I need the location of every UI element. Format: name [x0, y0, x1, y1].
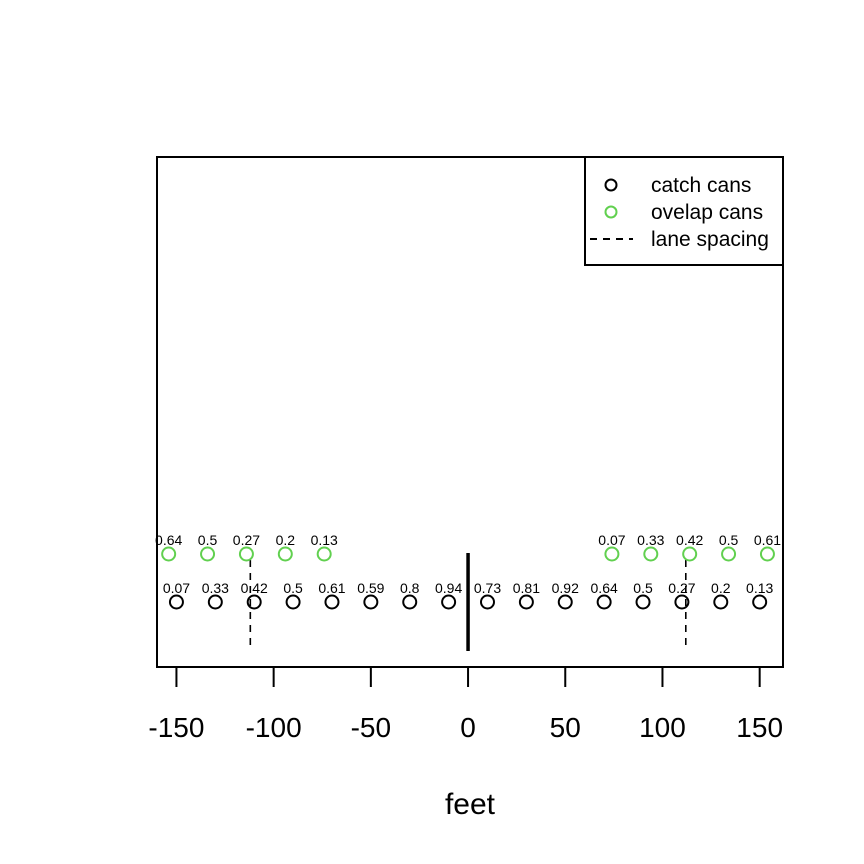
x-axis: -150 -100 -50 0 50 100 150: [148, 666, 783, 743]
data-label: 0.61: [754, 532, 781, 548]
data-label: 0.27: [233, 532, 260, 548]
data-point: [557, 594, 573, 610]
data-label: 0.73: [474, 580, 501, 596]
data-point: [200, 546, 216, 562]
x-tick-label: 100: [639, 712, 686, 743]
data-point: [161, 546, 177, 562]
data-label: 0.07: [598, 532, 625, 548]
data-point: [518, 594, 534, 610]
data-point: [441, 594, 457, 610]
data-label: 0.92: [552, 580, 579, 596]
legend: catch cans ovelap cans lane spacing: [584, 156, 784, 266]
data-label: 0.5: [633, 580, 653, 596]
x-tick-label: -150: [148, 712, 204, 743]
legend-label: ovelap cans: [651, 201, 763, 224]
data-point: [759, 546, 775, 562]
data-point: [713, 594, 729, 610]
data-point: [479, 594, 495, 610]
data-point: [238, 546, 254, 562]
data-label: 0.81: [513, 580, 540, 596]
data-point: [752, 594, 768, 610]
data-point: [604, 546, 620, 562]
data-point: [168, 594, 184, 610]
x-tick-label: -100: [246, 712, 302, 743]
data-point: [674, 594, 690, 610]
x-axis-title: feet: [445, 788, 496, 821]
data-label: 0.5: [283, 580, 303, 596]
data-label: 0.64: [155, 532, 182, 548]
data-label: 0.27: [668, 580, 695, 596]
data-point: [363, 594, 379, 610]
x-tick-label: 50: [550, 712, 581, 743]
data-point: [596, 594, 612, 610]
data-point: [721, 546, 737, 562]
data-point: [285, 594, 301, 610]
data-label: 0.33: [202, 580, 229, 596]
chart-marks: 0.07 0.33 0.42 0.5 0.61 0.59 0.8 0.94 0.73 0.81 0.…: [155, 532, 781, 651]
data-point: [635, 594, 651, 610]
x-tick-label: -50: [351, 712, 391, 743]
data-point: [277, 546, 293, 562]
legend-marker: [604, 205, 618, 219]
data-label: 0.5: [198, 532, 218, 548]
data-label: 0.42: [676, 532, 703, 548]
data-label: 0.13: [311, 532, 338, 548]
data-label: 0.59: [357, 580, 384, 596]
data-label: 0.2: [276, 532, 296, 548]
data-label: 0.13: [746, 580, 773, 596]
data-point: [324, 594, 340, 610]
data-label: 0.8: [400, 580, 420, 596]
legend-label: lane spacing: [651, 228, 769, 251]
data-label: 0.64: [591, 580, 618, 596]
data-point: [682, 546, 698, 562]
data-point: [316, 546, 332, 562]
data-label: 0.61: [318, 580, 345, 596]
data-point: [207, 594, 223, 610]
x-tick-label: 0: [460, 712, 476, 743]
legend-marker: [604, 178, 618, 192]
data-point: [643, 546, 659, 562]
data-label: 0.42: [241, 580, 268, 596]
legend-label: catch cans: [651, 174, 751, 197]
data-label: 0.94: [435, 580, 462, 596]
legend-box: [584, 156, 784, 266]
x-tick-label: 150: [736, 712, 783, 743]
data-label: 0.5: [719, 532, 739, 548]
data-point: [402, 594, 418, 610]
data-label: 0.33: [637, 532, 664, 548]
data-label: 0.07: [163, 580, 190, 596]
data-point: [246, 594, 262, 610]
data-label: 0.2: [711, 580, 731, 596]
